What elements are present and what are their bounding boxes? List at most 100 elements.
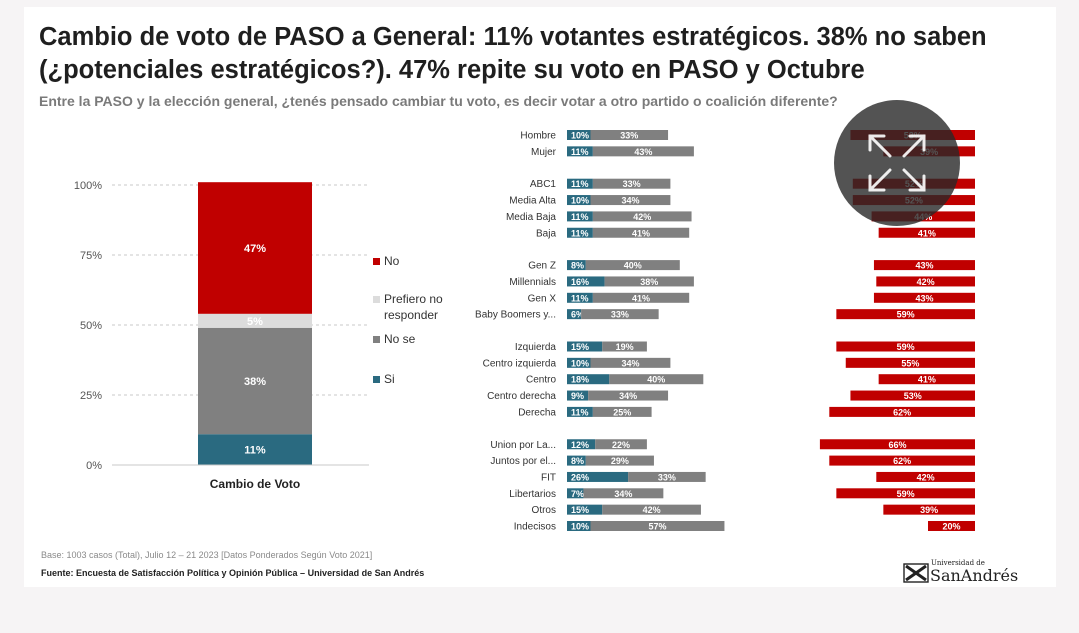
bar-no-se xyxy=(609,374,704,385)
bar-si xyxy=(567,292,593,303)
x-axis-label: Cambio de Voto xyxy=(210,477,300,491)
y-tick-label: 50% xyxy=(80,320,102,332)
source-note: Fuente: Encuesta de Satisfacción Polític… xyxy=(41,568,425,578)
data-label: 19% xyxy=(616,342,634,352)
data-label: 66% xyxy=(888,440,906,450)
bar-no-se xyxy=(588,390,669,401)
bar-si xyxy=(567,390,589,401)
data-label: 33% xyxy=(658,472,676,482)
bar-si xyxy=(567,276,605,287)
slide: Cambio de voto de PASO a General: 11% vo… xyxy=(24,7,1056,587)
expand-image-button[interactable] xyxy=(834,100,960,226)
data-label: 12% xyxy=(571,440,589,450)
data-label: 11% xyxy=(571,228,589,238)
legend-swatch xyxy=(373,376,380,383)
category-label: Indecisos xyxy=(514,522,556,533)
y-tick-label: 100% xyxy=(74,180,102,192)
data-label: 42% xyxy=(633,212,651,222)
category-label: Media Alta xyxy=(509,196,556,207)
logo-name: SanAndrés xyxy=(930,566,1019,585)
data-label: 38% xyxy=(244,376,266,388)
data-label: 26% xyxy=(571,472,589,482)
bar-no xyxy=(836,488,975,499)
bar-no xyxy=(829,455,975,466)
bar-no-se xyxy=(592,227,690,238)
data-label: 43% xyxy=(915,293,933,303)
data-label: 41% xyxy=(918,375,936,385)
bar-no xyxy=(819,439,975,450)
bar-no-se xyxy=(581,309,659,320)
bar-si xyxy=(567,178,593,189)
legend-label-line: responder xyxy=(384,308,438,322)
data-label: 62% xyxy=(893,456,911,466)
data-label: 34% xyxy=(621,358,639,368)
bar-si xyxy=(567,374,610,385)
data-label: 10% xyxy=(571,522,589,532)
bar-no xyxy=(876,276,975,287)
legend-label: Prefiero no responder xyxy=(384,292,443,322)
bar-no-se xyxy=(595,439,647,450)
legend-swatch xyxy=(373,258,380,265)
category-label: Libertarios xyxy=(509,489,556,500)
bar-no-se xyxy=(592,406,652,417)
crest-icon xyxy=(903,563,929,583)
data-label: 33% xyxy=(611,310,629,320)
data-label: 25% xyxy=(613,407,631,417)
data-label: 40% xyxy=(647,375,665,385)
bar-si xyxy=(567,227,593,238)
data-label: 11% xyxy=(571,407,589,417)
bar-si xyxy=(567,488,584,499)
data-label: 6% xyxy=(571,310,584,320)
data-label: 59% xyxy=(897,310,915,320)
data-label: 8% xyxy=(571,261,584,271)
category-label: Centro xyxy=(526,375,556,386)
data-label: 5% xyxy=(247,316,263,328)
data-label: 34% xyxy=(619,391,637,401)
data-label: 62% xyxy=(893,407,911,417)
data-label: 20% xyxy=(942,522,960,532)
bar-no xyxy=(850,390,975,401)
data-label: 40% xyxy=(624,261,642,271)
bar-no-se xyxy=(592,292,690,303)
bar-no xyxy=(829,406,975,417)
legend-label: No se xyxy=(384,332,416,346)
data-label: 11% xyxy=(571,147,589,157)
data-label: 57% xyxy=(648,522,666,532)
bar-no xyxy=(883,504,975,515)
data-label: 47% xyxy=(244,243,266,255)
legend-label: No xyxy=(384,254,400,268)
bar-no-se xyxy=(592,211,692,222)
data-label: 39% xyxy=(920,505,938,515)
bar-si xyxy=(567,504,603,515)
data-label: 34% xyxy=(614,489,632,499)
bar-si xyxy=(567,195,591,206)
bar-si xyxy=(567,406,593,417)
category-label: Derecha xyxy=(518,407,556,418)
data-label: 18% xyxy=(571,375,589,385)
bar-no xyxy=(836,309,975,320)
bar-no xyxy=(873,292,975,303)
stacked-bar-segment xyxy=(198,434,312,465)
data-label: 42% xyxy=(917,277,935,287)
data-label: 11% xyxy=(571,212,589,222)
data-label: 29% xyxy=(611,456,629,466)
data-label: 42% xyxy=(643,505,661,515)
legend-swatch xyxy=(373,296,380,303)
category-label: Centro izquierda xyxy=(483,358,557,369)
bar-si xyxy=(567,260,586,271)
stacked-bar-segment xyxy=(198,313,312,328)
bar-no-se xyxy=(604,276,694,287)
bar-si xyxy=(567,341,603,352)
data-label: 33% xyxy=(620,131,638,141)
bar-si xyxy=(567,357,591,368)
legend-swatch xyxy=(373,336,380,343)
bar-no xyxy=(878,374,975,385)
bar-no xyxy=(873,260,975,271)
bar-no-se xyxy=(590,357,671,368)
bar-no-se xyxy=(592,178,671,189)
data-label: 34% xyxy=(621,196,639,206)
y-tick-label: 75% xyxy=(80,250,102,262)
data-label: 9% xyxy=(571,391,584,401)
category-label: Union por La... xyxy=(490,440,556,451)
category-label: Hombre xyxy=(520,131,556,142)
